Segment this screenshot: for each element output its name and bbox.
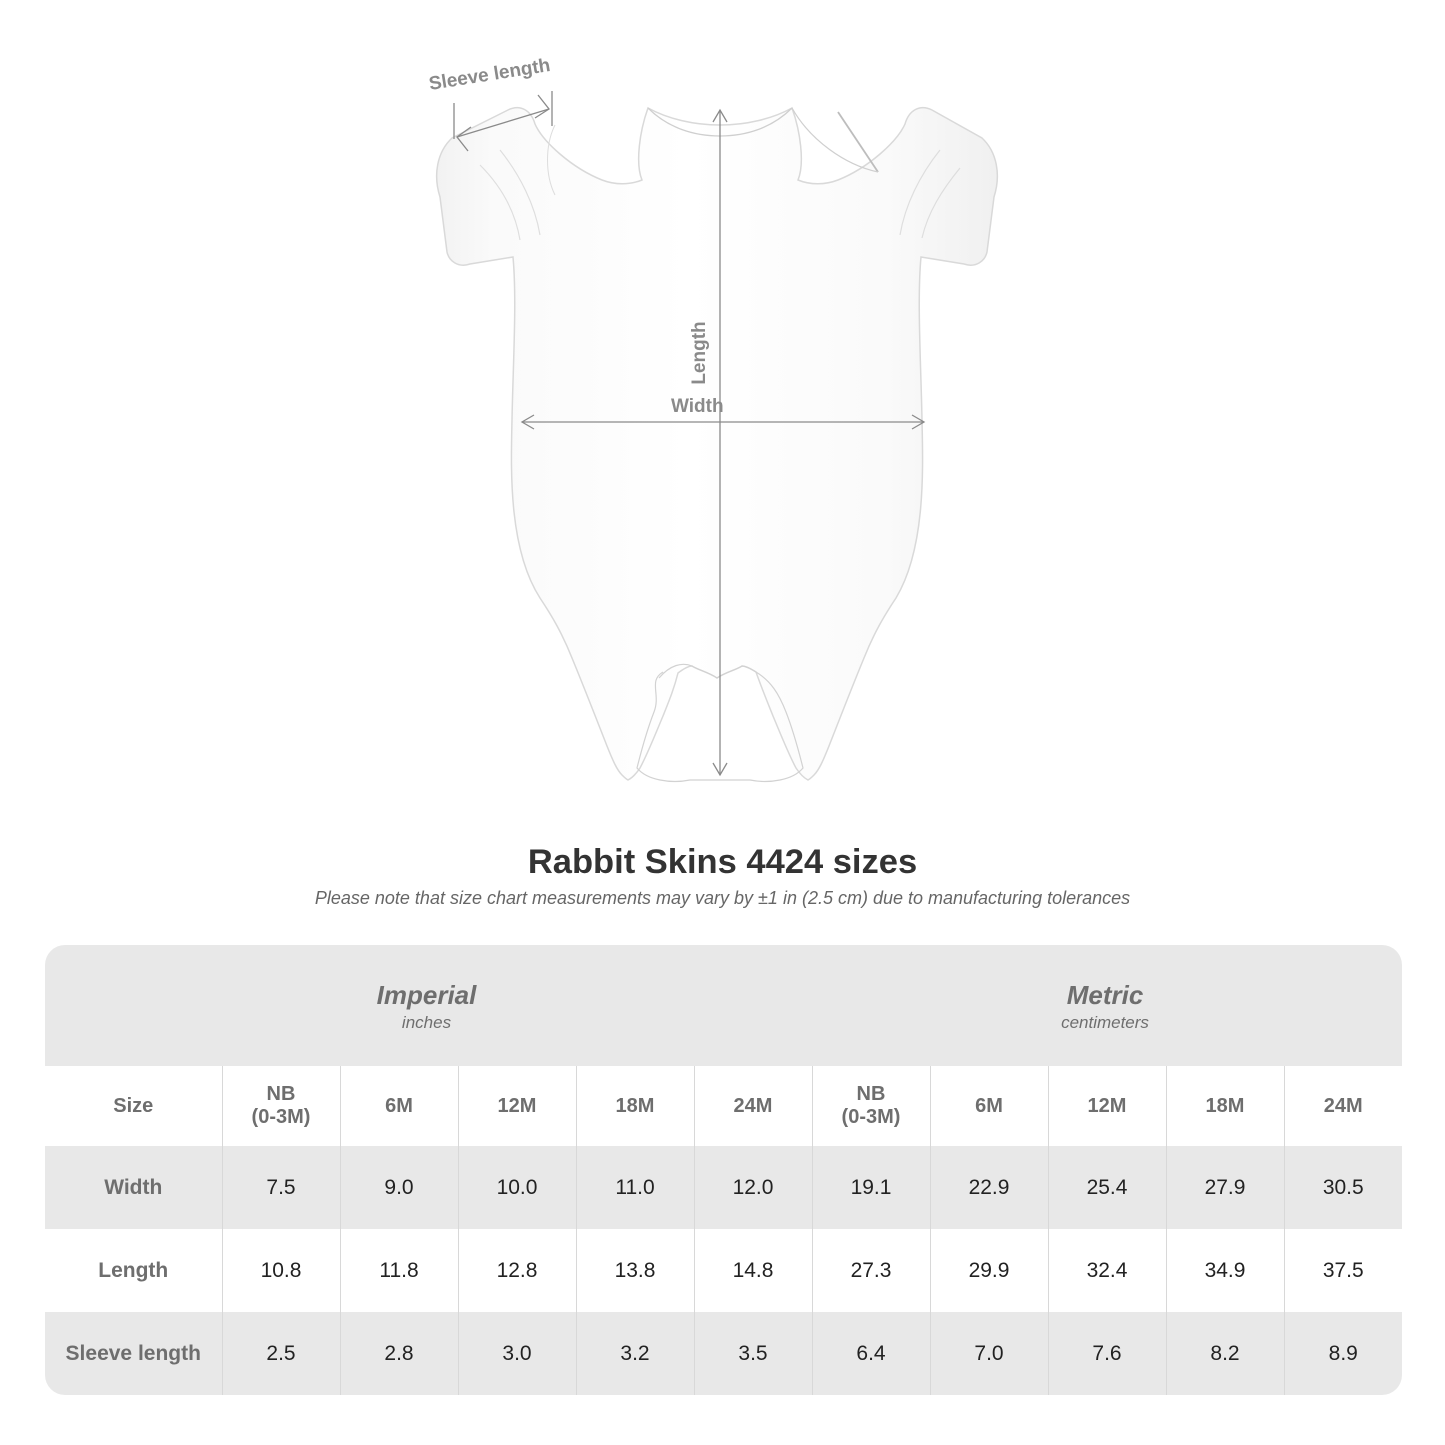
svg-text:Length: Length [689, 321, 710, 384]
svg-text:Sleeve length: Sleeve length [427, 55, 551, 95]
svg-text:Width: Width [671, 396, 724, 417]
